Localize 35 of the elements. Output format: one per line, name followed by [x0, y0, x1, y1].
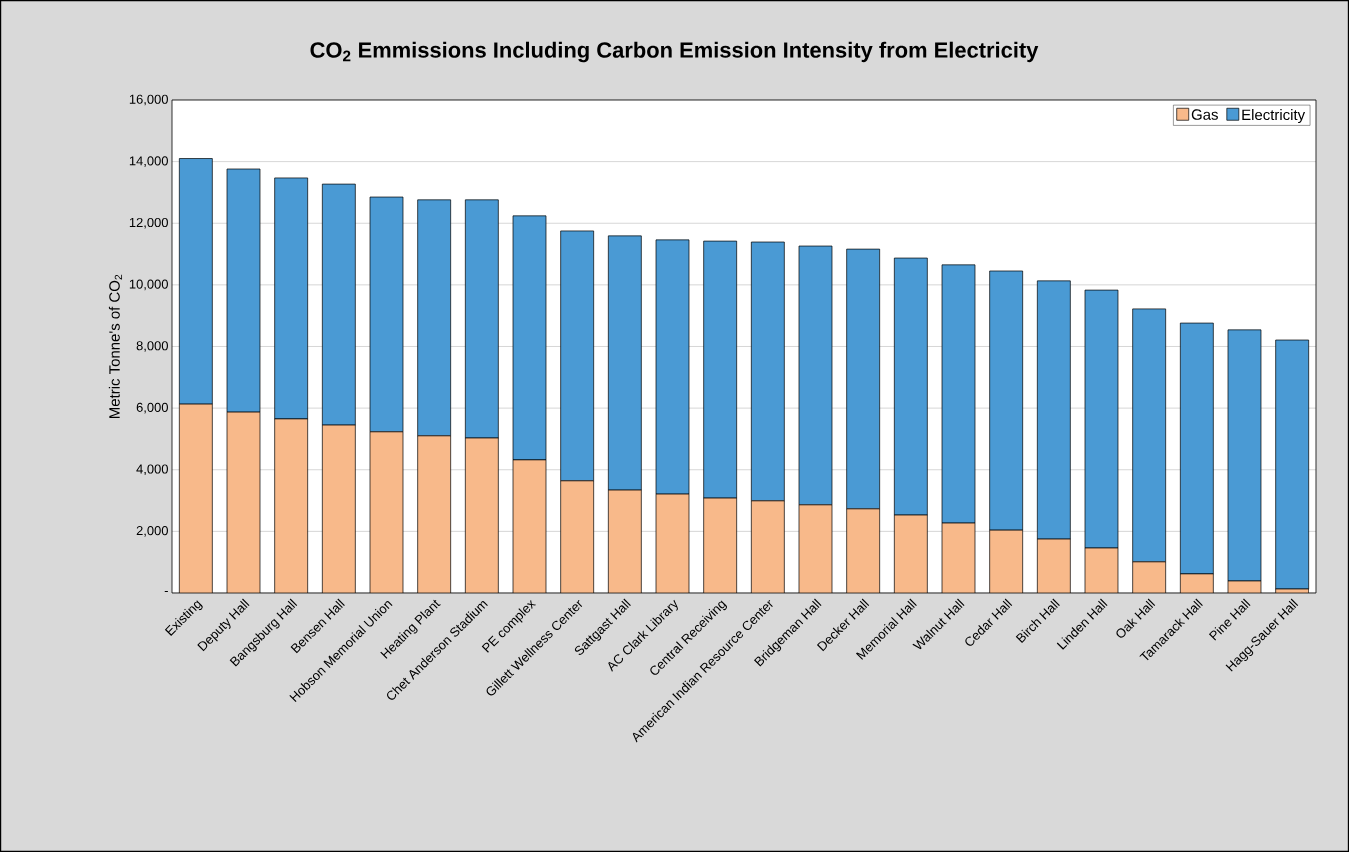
bar [751, 500, 785, 593]
bar [1085, 548, 1118, 593]
legend-label: Gas [1191, 109, 1218, 120]
bar [465, 438, 499, 593]
chart-title: CO$_{2}$ Emmissions Including Carbon Emission Intensity from Electricity [310, 41, 1039, 63]
bar [274, 418, 308, 593]
bar [894, 515, 928, 593]
bar [703, 498, 737, 593]
bar [942, 523, 975, 593]
y-tick-label: 16,000 [129, 94, 168, 106]
y-tick-label: 14,000 [129, 156, 168, 167]
legend-label: Electricity [1242, 109, 1306, 124]
bar [227, 412, 261, 593]
y-tick-label: - [164, 591, 168, 593]
bar [846, 508, 880, 593]
bar [1037, 539, 1071, 593]
bar [656, 494, 689, 593]
x-tick-label: Oak Hall [1116, 598, 1156, 638]
y-tick-label: 6,000 [136, 402, 168, 414]
bar [417, 435, 451, 593]
bar [322, 425, 356, 593]
bar [989, 530, 1023, 593]
y-tick-label: 2,000 [136, 526, 168, 537]
bar [799, 504, 832, 593]
bar [513, 459, 546, 593]
bar [370, 431, 403, 593]
y-tick-label: 12,000 [129, 217, 168, 229]
y-tick-label: 4,000 [136, 464, 168, 476]
y-axis-title: Metric Tonne's of CO$_{2}$ [108, 274, 123, 418]
bar [179, 404, 213, 593]
bar [560, 480, 594, 593]
y-tick-label: 10,000 [129, 279, 168, 291]
bar [1132, 561, 1166, 593]
y-tick-label: 8,000 [136, 341, 168, 352]
bar [608, 490, 642, 593]
